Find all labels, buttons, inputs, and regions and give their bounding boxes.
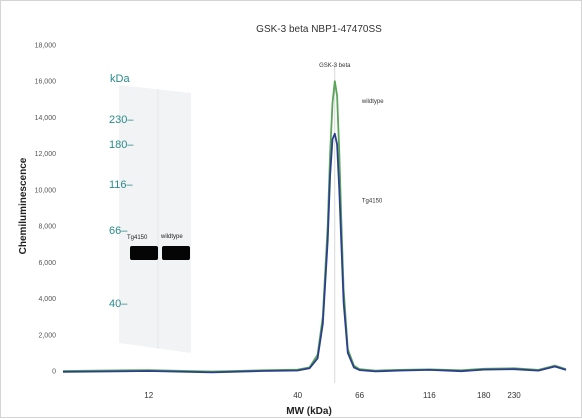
peak-annotation: GSK-3 beta	[319, 63, 351, 69]
y-tick-label: 16,000	[35, 79, 57, 86]
blot-marker-label: 180–	[109, 139, 134, 151]
y-tick-label: 0	[52, 369, 56, 376]
x-axis-label: MW (kDa)	[286, 406, 332, 417]
blot-band	[130, 246, 158, 260]
blot-marker-label: 40–	[109, 298, 128, 310]
blot-marker-label: 230–	[109, 114, 134, 126]
series-annotation: Tg4150	[362, 199, 383, 205]
y-tick-label: 6,000	[38, 260, 56, 267]
blot-background	[119, 85, 191, 353]
y-tick-label: 10,000	[35, 187, 57, 194]
series-line-tg4150	[62, 132, 567, 374]
blot-marker-label: 116–	[109, 179, 134, 191]
x-tick-label: 230	[507, 391, 521, 400]
blot-marker-label: 66–	[109, 225, 128, 237]
y-tick-label: 12,000	[35, 151, 57, 158]
blot-lane-label: wildtype	[160, 234, 183, 240]
chart-title: GSK-3 beta NBP1-47470SS	[256, 24, 382, 35]
x-tick-label: 180	[477, 391, 491, 400]
y-tick-label: 4,000	[38, 296, 56, 303]
y-tick-label: 14,000	[35, 115, 57, 122]
x-tick-label: 40	[293, 391, 302, 400]
x-tick-label: 66	[355, 391, 364, 400]
series-annotation: wildtype	[361, 99, 384, 105]
x-tick-label: 12	[144, 391, 153, 400]
y-tick-label: 2,000	[38, 332, 56, 339]
blot-lane-label: Tg4150	[127, 235, 148, 241]
y-tick-label: 8,000	[38, 224, 56, 231]
y-tick-label: 18,000	[35, 43, 57, 50]
y-axis-label: Chemiluminescence	[18, 157, 29, 254]
blot-unit-label: kDa	[110, 73, 130, 85]
x-tick-label: 116	[423, 391, 436, 400]
blot-band	[162, 246, 190, 260]
